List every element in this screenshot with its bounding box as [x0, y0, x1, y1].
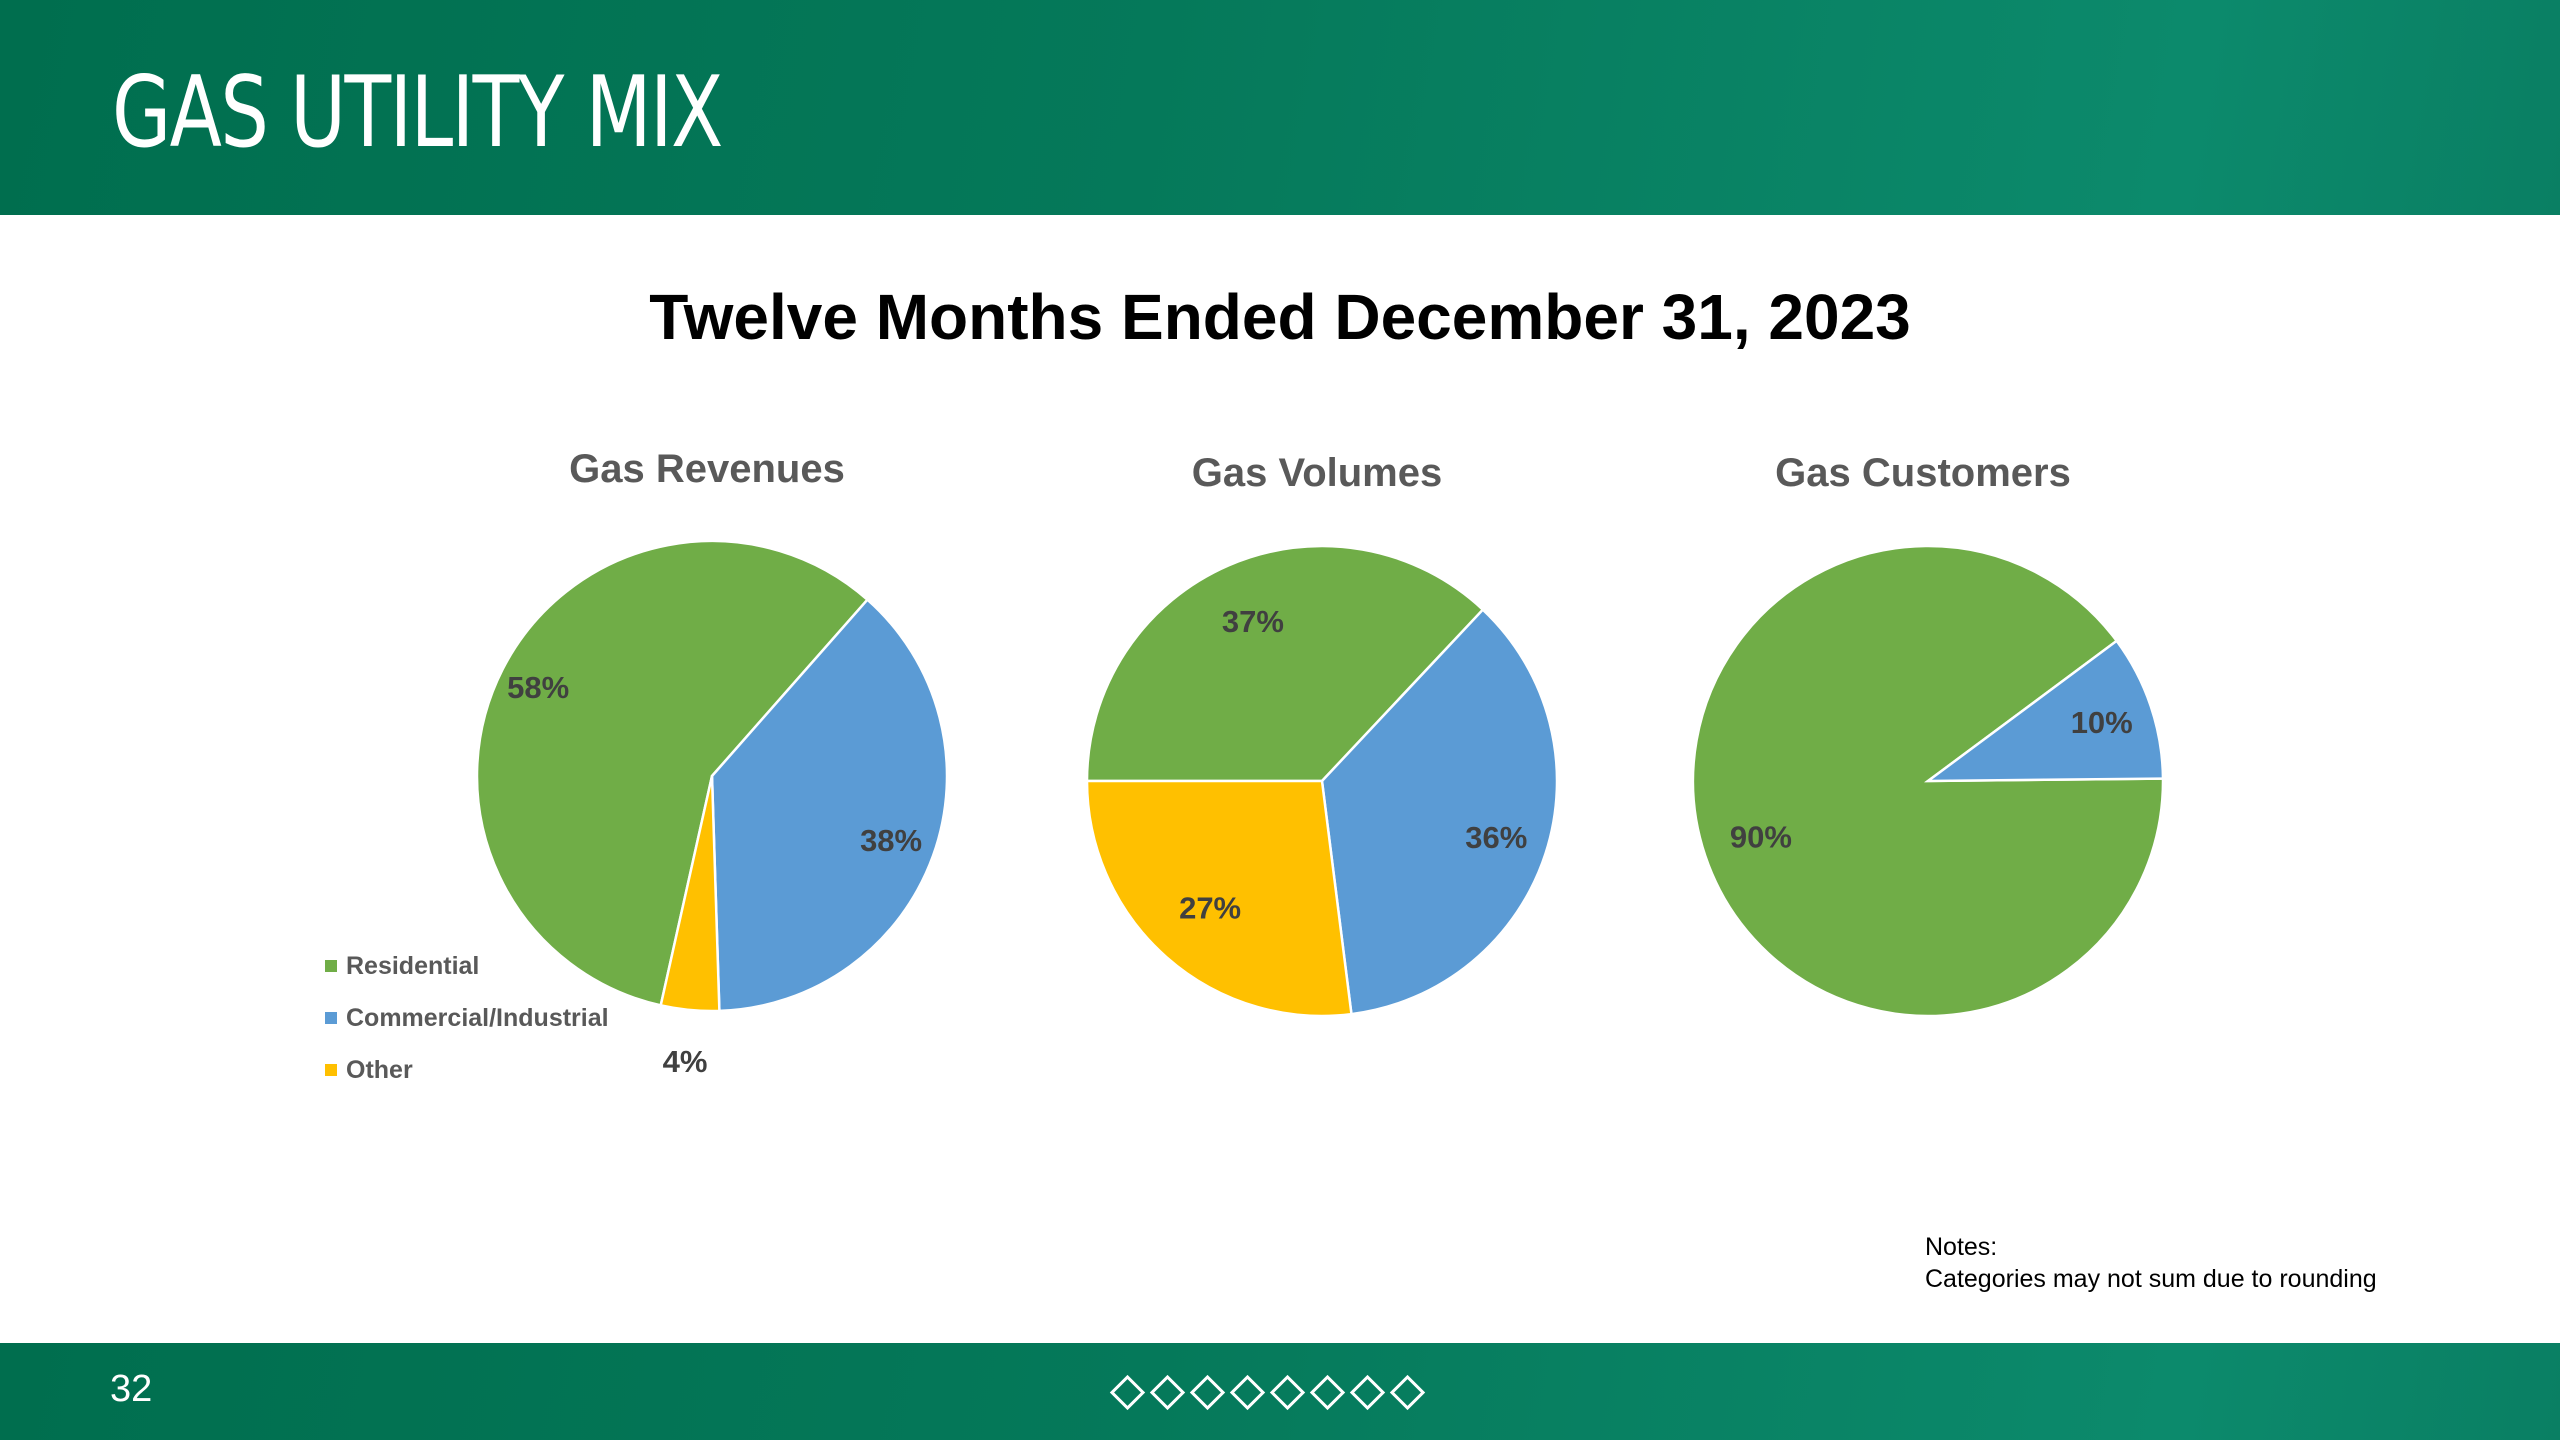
page-title: GAS UTILITY MIX	[112, 56, 723, 170]
chart-title-gas-volumes: Gas Volumes	[1191, 451, 1443, 495]
pie-slice-gas-revenues-commercial-industrial	[710, 597, 949, 1013]
diamond-icon	[1149, 1374, 1186, 1410]
pie-slice-gas-volumes-commercial-industrial	[1320, 607, 1559, 1016]
legend-item-other: Other	[325, 1044, 609, 1096]
data-label-gas-revenues-commercial-industrial: 38%	[860, 823, 922, 858]
chart-title-gas-customers: Gas Customers	[1775, 451, 2071, 495]
legend-label: Residential	[346, 951, 480, 980]
data-label-gas-volumes-residential: 37%	[1222, 604, 1284, 639]
header-band	[0, 0, 2560, 215]
period-subtitle: Twelve Months Ended December 31, 2023	[649, 281, 1911, 353]
pie-slice-gas-volumes-other	[1085, 779, 1353, 1018]
data-label-gas-volumes-other: 27%	[1179, 890, 1241, 925]
notes-heading: Notes:	[1925, 1233, 1998, 1261]
diamond-icon	[1189, 1374, 1226, 1410]
legend-label: Other	[346, 1055, 413, 1084]
data-label-gas-revenues-other: 4%	[663, 1044, 708, 1079]
notes-text: Categories may not sum due to rounding	[1925, 1265, 2377, 1293]
legend-swatch-other	[325, 1064, 337, 1076]
legend-item-residential: Residential	[325, 940, 609, 992]
data-label-gas-revenues-residential: 58%	[507, 670, 569, 705]
legend-item-commercial-industrial: Commercial/Industrial	[325, 992, 609, 1044]
page-number: 32	[110, 1368, 153, 1410]
legend-label: Commercial/Industrial	[346, 1003, 609, 1032]
pie-slice-gas-customers-commercial-industrial	[1924, 639, 2165, 783]
diamond-icon	[1269, 1374, 1306, 1410]
legend-swatch-commercial-industrial	[325, 1012, 337, 1024]
pie-slice-gas-volumes-residential	[1085, 544, 1485, 783]
pie-slice-gas-revenues-other	[659, 775, 721, 1013]
diamond-icon	[1309, 1374, 1346, 1410]
chart-title-gas-revenues: Gas Revenues	[569, 447, 845, 491]
legend-swatch-residential	[325, 960, 337, 972]
data-label-gas-customers-commercial-industrial: 10%	[2071, 705, 2133, 740]
diamond-icon	[1349, 1374, 1386, 1410]
pie-slice-gas-revenues-residential	[475, 539, 870, 1007]
data-label-gas-customers-residential: 90%	[1730, 820, 1792, 855]
footer-diamond-ornament	[1109, 1370, 1435, 1414]
diamond-icon	[1389, 1374, 1426, 1410]
chart-legend: Residential Commercial/Industrial Other	[325, 940, 609, 1096]
data-label-gas-volumes-commercial-industrial: 36%	[1465, 820, 1527, 855]
footer-band	[0, 1343, 2560, 1440]
diamond-icon	[1109, 1374, 1146, 1410]
notes-box: Notes: Categories may not sum due to rou…	[1925, 1231, 2377, 1295]
diamond-icon	[1229, 1374, 1266, 1410]
